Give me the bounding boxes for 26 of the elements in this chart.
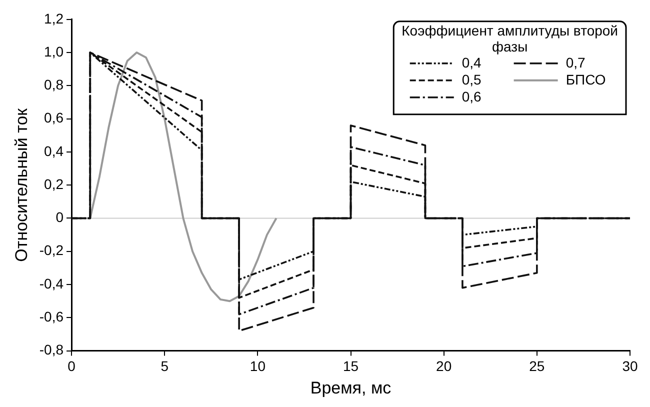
y-tick-label: 0,2 (44, 176, 64, 192)
x-tick-label: 30 (622, 358, 638, 374)
y-tick-label: -0,4 (39, 275, 64, 292)
x-tick-label: 0 (68, 358, 76, 374)
y-tick-label: -0,2 (39, 242, 64, 258)
legend-label: 0,7 (566, 54, 586, 70)
y-tick-label: 1,2 (44, 10, 64, 26)
legend-label: БПСО (566, 71, 606, 88)
legend-label: 0,4 (462, 54, 482, 70)
legend-title: Коэффициент амплитуды второй фазы (402, 22, 618, 54)
x-tick-label: 10 (250, 358, 266, 374)
y-tick-label: 0 (56, 209, 64, 226)
y-tick-label: -0,6 (39, 308, 64, 325)
y-tick-label: 0,8 (44, 76, 64, 93)
y-tick-label: 0,4 (44, 142, 64, 159)
x-tick-label: 15 (342, 358, 359, 374)
y-tick-label: 1,0 (44, 43, 64, 60)
x-tick-label: 5 (160, 358, 169, 374)
y-axis-title: Относительный ток (12, 108, 31, 262)
legend-label: 0,5 (462, 71, 482, 88)
x-tick-label: 20 (436, 358, 452, 374)
y-tick-label: -0,8 (39, 342, 64, 358)
x-axis-title: Время, мс (310, 378, 392, 398)
y-tick-label: 0,6 (44, 110, 64, 126)
x-tick-label: 25 (529, 358, 545, 374)
legend-label: 0,6 (462, 88, 482, 104)
